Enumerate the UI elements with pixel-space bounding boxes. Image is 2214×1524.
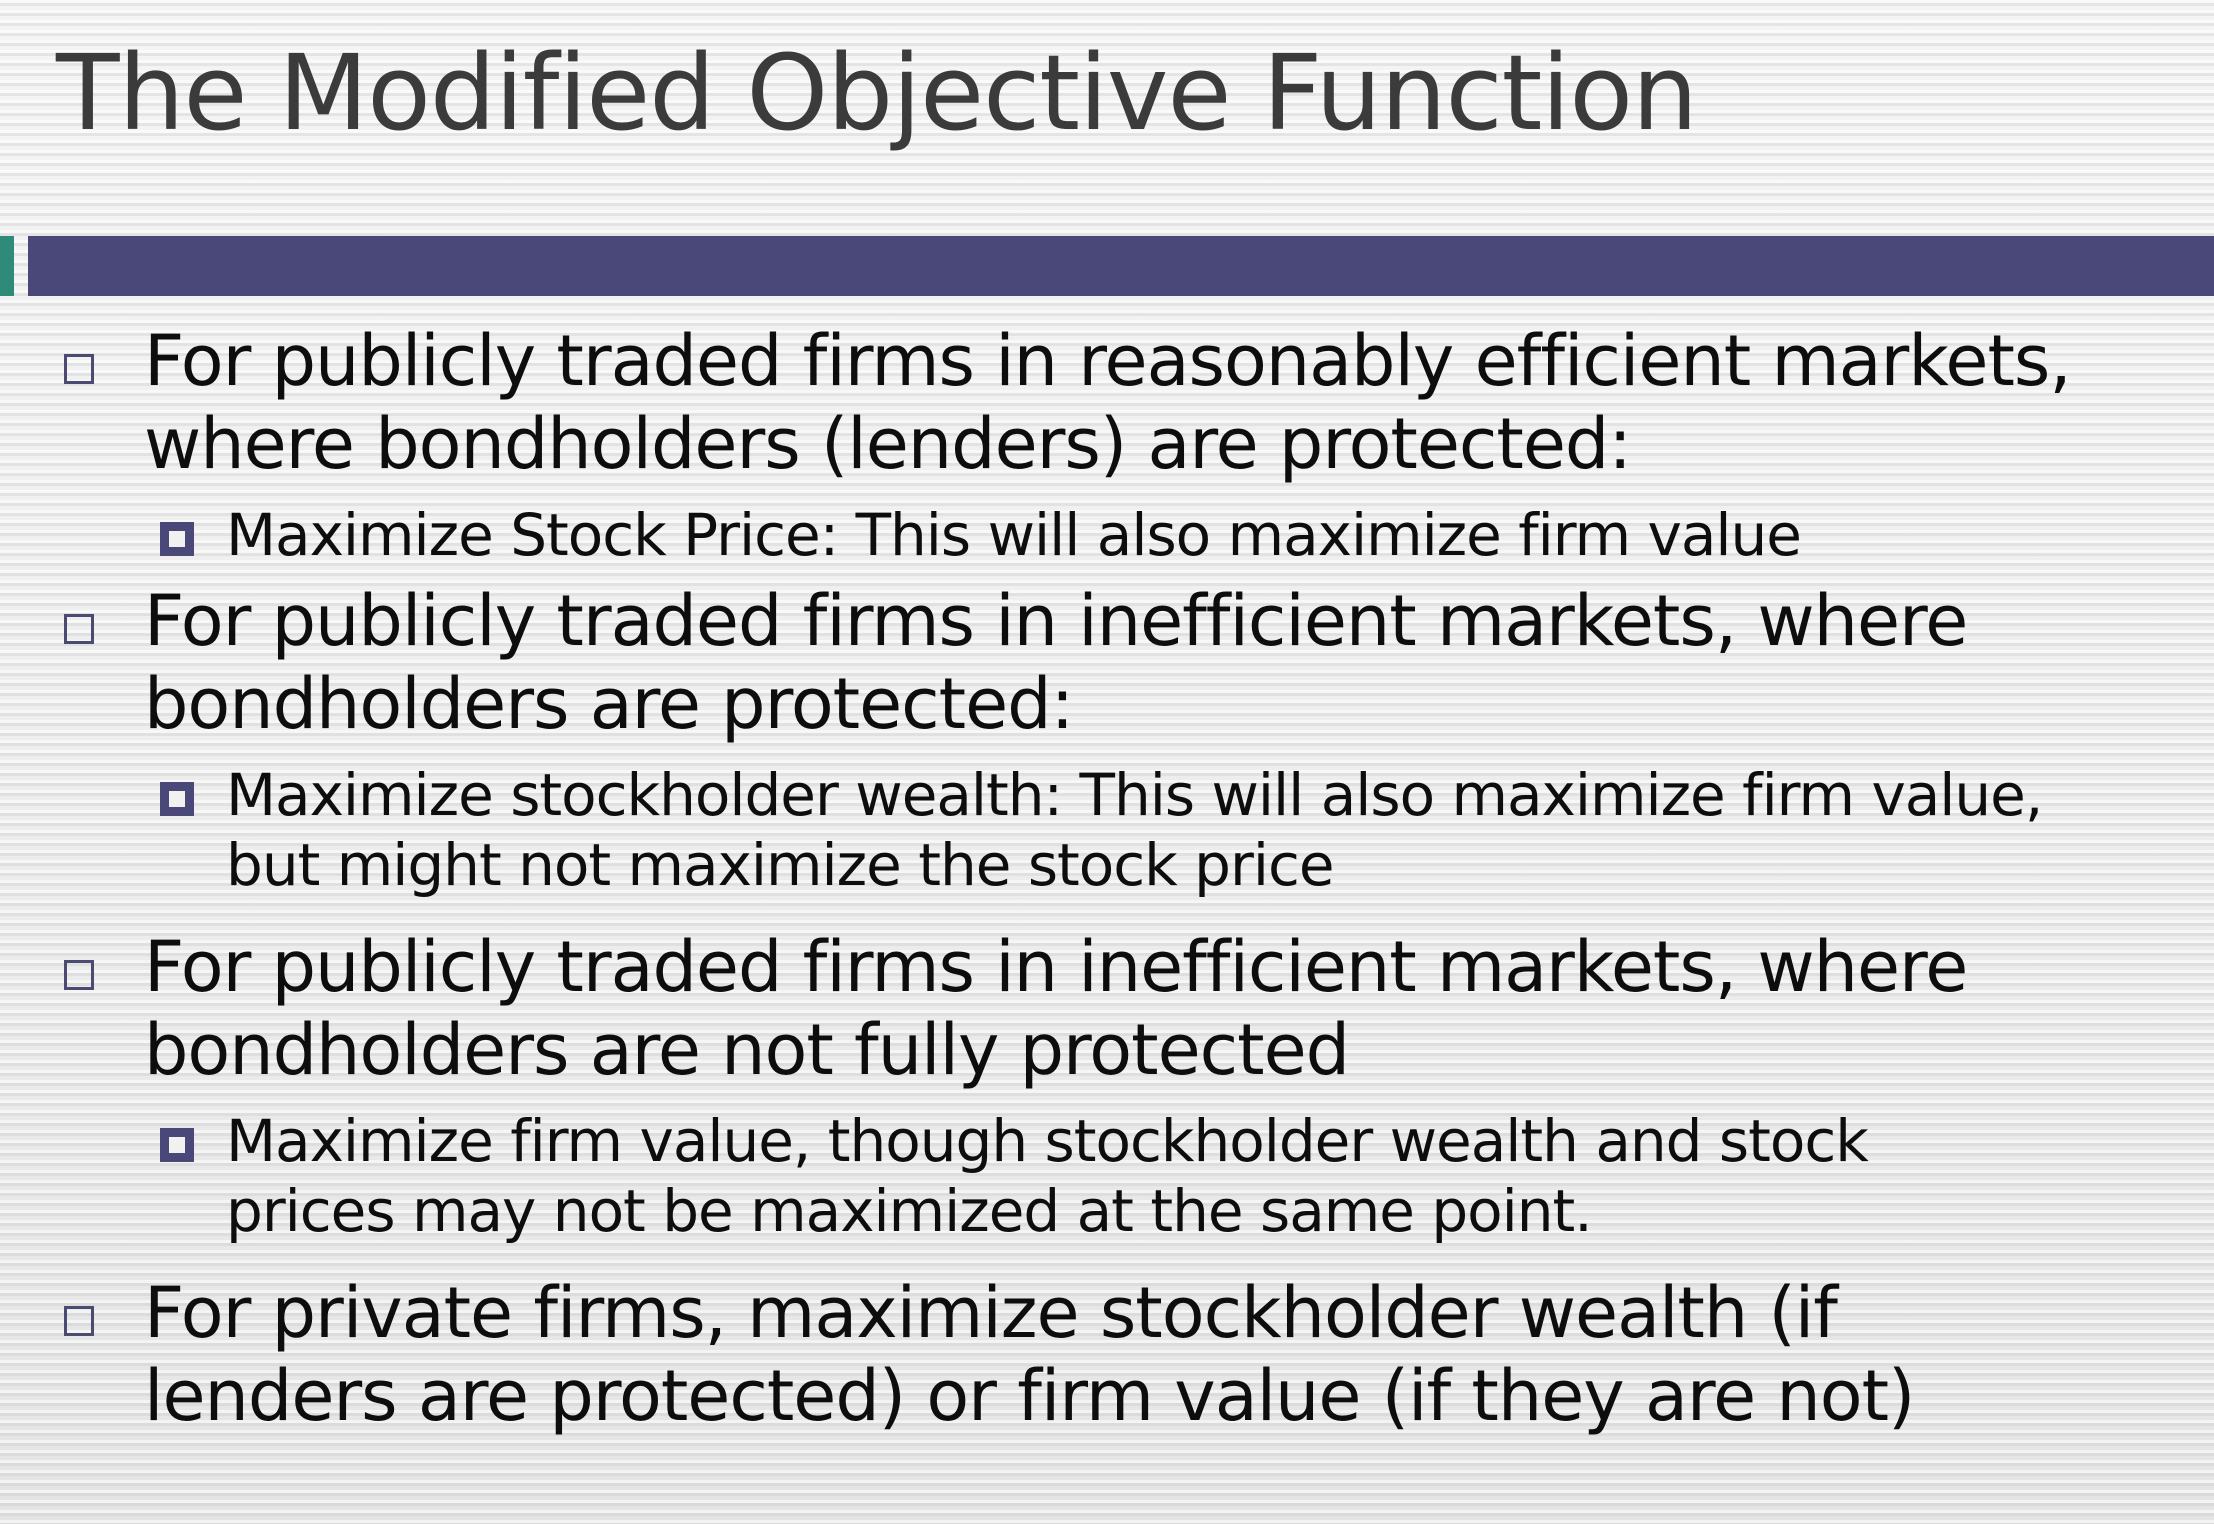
bullet-item: For private firms, maximize stockholder …	[0, 1272, 2214, 1438]
title-divider-bar	[28, 236, 2214, 296]
bullet-line: where bondholders (lenders) are protecte…	[144, 403, 1632, 485]
sub-bullet-item: Maximize firm value, though stockholder …	[0, 1106, 2214, 1246]
hollow-square-bullet-icon	[64, 960, 94, 990]
bullet-line: bondholders are not fully protected	[144, 1009, 1350, 1091]
sub-bullet-line: Maximize stockholder wealth: This will a…	[226, 761, 2043, 829]
filled-square-bullet-icon	[160, 522, 194, 556]
sub-bullet-line: Maximize firm value, though stockholder …	[226, 1107, 1869, 1175]
sub-bullet-item: Maximize stockholder wealth: This will a…	[0, 760, 2214, 900]
sub-bullet-line: Maximize Stock Price: This will also max…	[226, 501, 1802, 569]
bullet-line: For private firms, maximize stockholder …	[144, 1272, 1838, 1354]
hollow-square-bullet-icon	[64, 1306, 94, 1336]
accent-block	[0, 236, 14, 296]
bullet-line: For publicly traded firms in inefficient…	[144, 580, 1968, 662]
bullet-item: For publicly traded firms in inefficient…	[0, 580, 2214, 746]
slide-title: The Modified Objective Function	[56, 32, 1698, 154]
bullet-line: bondholders are protected:	[144, 663, 1074, 745]
bullet-line: lenders are protected) or firm value (if…	[144, 1355, 1915, 1437]
bullet-line: For publicly traded firms in inefficient…	[144, 926, 1968, 1008]
bullet-line: For publicly traded firms in reasonably …	[144, 320, 2072, 402]
hollow-square-bullet-icon	[64, 354, 94, 384]
filled-square-bullet-icon	[160, 782, 194, 816]
hollow-square-bullet-icon	[64, 614, 94, 644]
sub-bullet-line: prices may not be maximized at the same …	[226, 1177, 1593, 1245]
bullet-item: For publicly traded firms in inefficient…	[0, 926, 2214, 1092]
sub-bullet-line: but might not maximize the stock price	[226, 831, 1335, 899]
bullet-item: For publicly traded firms in reasonably …	[0, 320, 2214, 486]
sub-bullet-item: Maximize Stock Price: This will also max…	[0, 500, 2214, 570]
bullet-list: For publicly traded firms in reasonably …	[0, 320, 2214, 1438]
filled-square-bullet-icon	[160, 1128, 194, 1162]
